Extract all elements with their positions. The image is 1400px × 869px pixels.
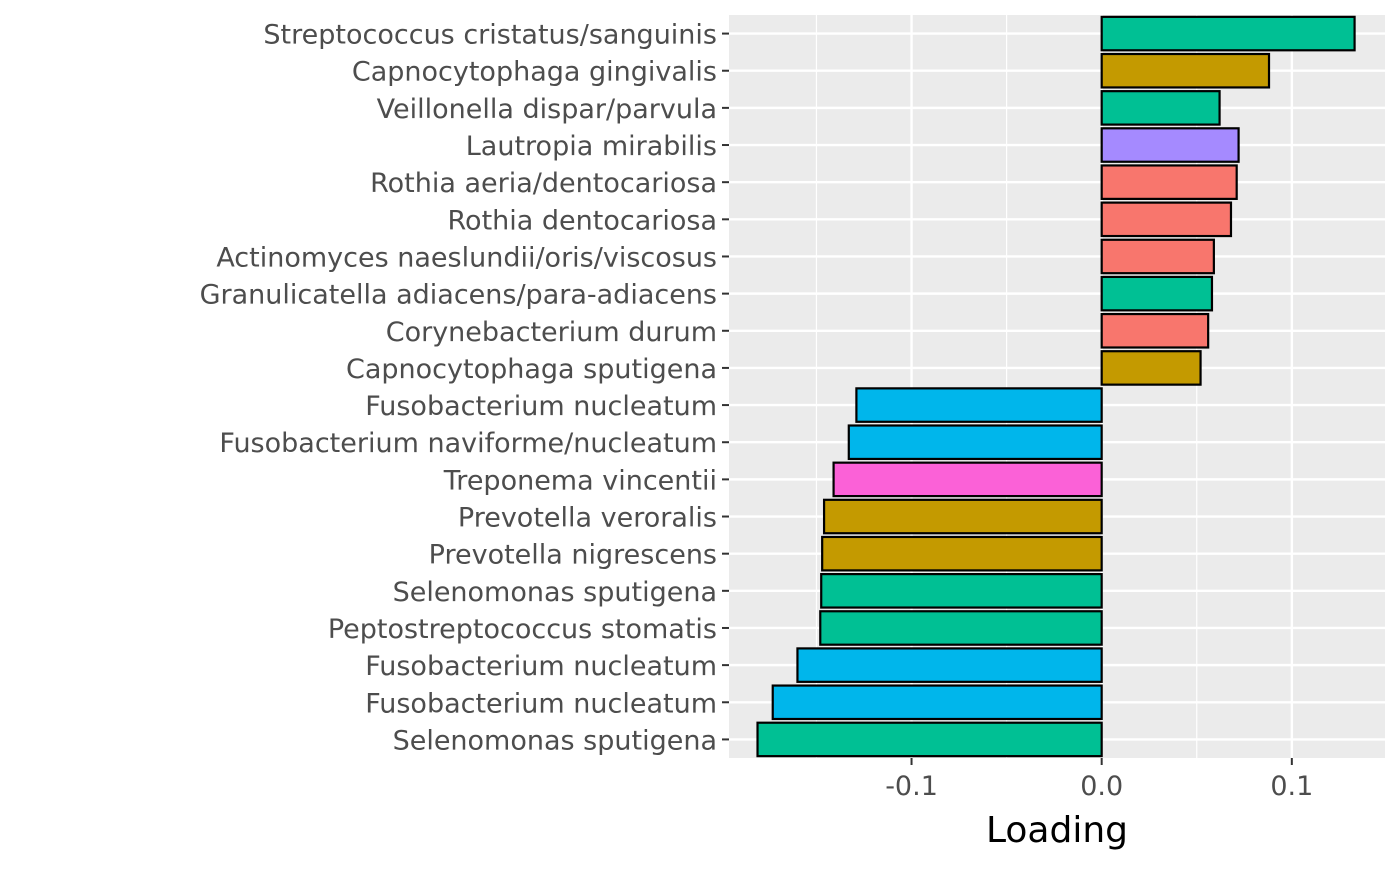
bar (1100, 312, 1210, 349)
y-tick-label: Lautropia mirabilis (466, 131, 717, 162)
bar (1100, 350, 1202, 386)
bar (822, 498, 1103, 535)
bar (1100, 238, 1215, 275)
x-tick-label: 0.1 (1270, 771, 1313, 802)
y-tick-label: Prevotella nigrescens (429, 540, 717, 571)
y-tick-label: Corynebacterium durum (386, 317, 717, 348)
panel-background (729, 15, 1385, 758)
bar (1100, 90, 1221, 126)
y-tick-label: Rothia aeria/dentocariosa (370, 168, 717, 199)
bar (847, 424, 1103, 461)
bar (820, 573, 1103, 609)
y-tick-label: Prevotella veroralis (458, 503, 717, 534)
bar (832, 461, 1103, 498)
y-axis-labels: Streptococcus cristatus/sanguinis Capnocy… (200, 20, 729, 756)
x-axis-title: Loading (986, 810, 1128, 851)
x-tick-label: 0.0 (1080, 771, 1123, 802)
y-tick-label: Capnocytophaga sputigena (346, 354, 717, 385)
bar (855, 387, 1103, 423)
y-tick-label: Selenomonas sputigena (393, 725, 717, 756)
x-axis-ticks: -0.1 0.0 0.1 (885, 758, 1313, 802)
bar (1100, 201, 1233, 238)
y-tick-label: Actinomyces naeslundii/oris/viscosus (216, 242, 717, 273)
bar (1100, 15, 1356, 52)
bar (821, 535, 1103, 572)
bar (819, 610, 1103, 646)
y-tick-label: Peptostreptococcus stomatis (328, 614, 717, 645)
bar (756, 721, 1103, 758)
bars (756, 15, 1356, 758)
bar (796, 647, 1103, 683)
y-tick-label: Treponema vincentii (443, 465, 717, 496)
bar (1100, 127, 1240, 163)
bar (1100, 164, 1238, 200)
y-tick-label: Veillonella dispar/parvula (377, 94, 717, 125)
y-tick-label: Streptococcus cristatus/sanguinis (263, 20, 717, 51)
y-tick-label: Granulicatella adiacens/para-adiacens (200, 280, 717, 311)
y-tick-label: Fusobacterium nucleatum (365, 391, 717, 422)
bar (1100, 52, 1271, 89)
bar (771, 684, 1103, 721)
x-tick-label: -0.1 (885, 771, 938, 802)
y-tick-label: Rothia dentocariosa (448, 205, 718, 236)
y-tick-label: Fusobacterium nucleatum (365, 651, 717, 682)
y-tick-label: Fusobacterium nucleatum (365, 688, 717, 719)
bar (1100, 275, 1214, 312)
y-tick-label: Fusobacterium naviforme/nucleatum (219, 428, 717, 459)
y-tick-label: Capnocytophaga gingivalis (352, 57, 717, 88)
y-tick-label: Selenomonas sputigena (393, 577, 717, 608)
